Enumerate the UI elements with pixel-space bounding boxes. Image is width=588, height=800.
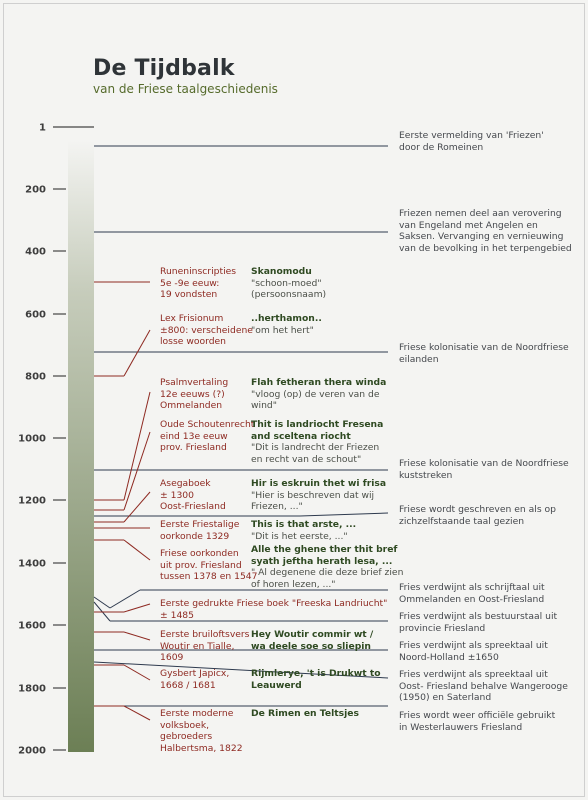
axis-tick-label: 1400 xyxy=(18,559,46,570)
axis-tick-label: 400 xyxy=(25,247,46,258)
connector-right-6b xyxy=(109,589,141,609)
source-event-10: Gysbert Japicx, 1668 / 1681 xyxy=(160,668,230,691)
quote-9: Rijmlerye, 't is Drukwt to Leauwerd xyxy=(251,668,381,691)
source-event-8: Eerste gedrukte Friese boek "Freeska Lan… xyxy=(160,598,388,621)
quote-6: This is that arste, ... "Dit is het eerst… xyxy=(251,519,357,542)
connector-source-3-b xyxy=(123,391,151,501)
quote-4: Thit is landriocht Fresena and sceltena r… xyxy=(251,419,384,465)
connector-source-2-b xyxy=(123,329,151,377)
event-connectors xyxy=(93,145,389,721)
axis-tick-label: 600 xyxy=(25,310,46,321)
source-event-3: Psalmvertaling 12e eeuws (?) Ommelanden xyxy=(160,377,229,411)
axis-tick-label: 1600 xyxy=(18,621,46,632)
axis-tick-label: 200 xyxy=(25,185,46,196)
timeline-bar xyxy=(68,140,94,752)
right-event-4: Friese kolonisatie van de Noordfriese kus… xyxy=(399,458,569,481)
axis-tick-label: 800 xyxy=(25,372,46,383)
right-event-7: Fries verdwijnt als bestuurstaal uit prov… xyxy=(399,611,558,634)
axis-tick-label: 2000 xyxy=(18,746,46,757)
source-event-6: Eerste Friestalige oorkonde 1329 xyxy=(160,519,240,542)
connector-source-11-b xyxy=(123,705,151,721)
connector-source-4-b xyxy=(123,431,151,511)
source-event-7: Friese oorkonden uit prov. Friesland tusse… xyxy=(160,548,258,582)
quote-2: ..herthamon.. "om het hert" xyxy=(251,313,322,336)
connector-right-6a xyxy=(93,596,111,609)
right-event-5: Friese wordt geschreven en als op zichzel… xyxy=(399,504,557,527)
source-event-1: Runeninscripties 5e -9e eeuw: 19 vondsten xyxy=(160,266,237,300)
quote-8: Hey Woutir commir wt / wa deele soe so sl… xyxy=(251,629,374,652)
page-frame xyxy=(3,3,585,797)
right-event-1: Eerste vermelding van 'Friezen' door de R… xyxy=(399,130,544,153)
connector-source-10-b xyxy=(123,664,151,681)
connector-right-5b xyxy=(299,512,389,517)
source-event-2: Lex Frisionum ±800: verscheidene losse woo… xyxy=(160,313,253,347)
axis-tick-label: 1000 xyxy=(18,434,46,445)
quote-3: Flah fetheran thera winda "vloog (op) de … xyxy=(251,377,387,411)
right-event-6: Fries verdwijnt als schrijftaal uit Ommel… xyxy=(399,582,545,605)
right-event-2: Friezen nemen deel aan verovering van Eng… xyxy=(399,208,572,254)
connector-right-9 xyxy=(93,661,389,679)
source-event-4: Oude Schoutenrecht eind 13e eeuw prov. Fri… xyxy=(160,419,255,453)
axis-tick-label: 1800 xyxy=(18,684,46,695)
axis-tick-label: 1200 xyxy=(18,496,46,507)
quote-5: Hir is eskruin thet wi frisa "Hier is bes… xyxy=(251,478,387,512)
right-event-8: Fries verdwijnt als spreektaal uit Noord-… xyxy=(399,640,548,663)
page-title: De Tijdbalk xyxy=(93,56,235,81)
axis-tick-label: 1 xyxy=(39,123,46,134)
source-event-9: Eerste bruiloftsvers Woutir en Tialle, 160… xyxy=(160,629,250,663)
right-event-3: Friese kolonisatie van de Noordfriese eil… xyxy=(399,342,569,365)
quote-7: Alle the ghene ther thit bref syath jefth… xyxy=(251,544,404,590)
source-event-5: Asegaboek ± 1300 Oost-Friesland xyxy=(160,478,226,512)
page-subtitle: van de Friese taalgeschiedenis xyxy=(93,82,278,96)
connector-source-5-b xyxy=(123,491,151,523)
quote-1: Skanomodu "schoon-moed" (persoonsnaam) xyxy=(251,266,327,300)
connector-source-7-b xyxy=(123,539,151,561)
quote-10: De Rimen en Teltsjes xyxy=(251,708,359,719)
source-event-11: Eerste moderne volksboek, gebroeders Halber… xyxy=(160,708,243,754)
right-event-10: Fries wordt weer officiële gebruikt in We… xyxy=(399,710,556,733)
connector-source-8-b xyxy=(123,603,151,613)
connector-source-9-b xyxy=(123,631,151,641)
right-event-9: Fries verdwijnt als spreektaal uit Oost- … xyxy=(399,669,568,703)
